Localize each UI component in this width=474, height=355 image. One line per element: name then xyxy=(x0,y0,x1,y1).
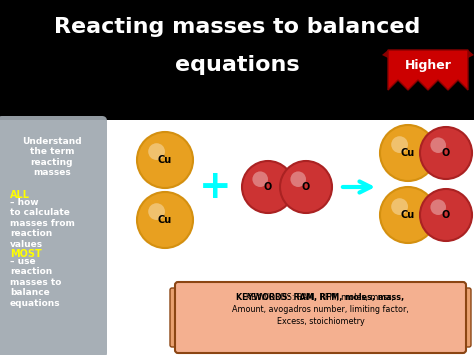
Text: O: O xyxy=(302,182,310,192)
FancyArrowPatch shape xyxy=(343,181,371,192)
Text: Higher: Higher xyxy=(405,60,451,72)
Polygon shape xyxy=(468,50,474,58)
Text: – how
to calculate
masses from
reaction
values: – how to calculate masses from reaction … xyxy=(10,198,75,248)
Polygon shape xyxy=(388,50,468,90)
Text: KEYWORDS: RAM, RFM, moles, mass,: KEYWORDS: RAM, RFM, moles, mass, xyxy=(237,293,405,302)
Text: KEYWORDS: RAM, RFM, moles, mass,
Amount, avogadros number, limiting factor,
Exce: KEYWORDS: RAM, RFM, moles, mass, Amount,… xyxy=(232,293,409,326)
Text: O: O xyxy=(264,182,272,192)
Text: Cu: Cu xyxy=(401,148,415,158)
Circle shape xyxy=(280,161,332,213)
Circle shape xyxy=(291,171,306,187)
Text: O: O xyxy=(442,148,450,158)
Circle shape xyxy=(137,192,193,248)
FancyBboxPatch shape xyxy=(457,288,471,347)
Text: equations: equations xyxy=(175,55,299,75)
Circle shape xyxy=(430,200,446,215)
Text: +: + xyxy=(199,168,231,206)
Circle shape xyxy=(420,189,472,241)
Text: Cu: Cu xyxy=(401,210,415,220)
Text: MOST: MOST xyxy=(10,249,42,259)
Text: Understand
the term
reacting
masses: Understand the term reacting masses xyxy=(22,137,82,177)
Text: O: O xyxy=(442,210,450,220)
Circle shape xyxy=(380,125,436,181)
Circle shape xyxy=(391,136,408,153)
Text: Cu: Cu xyxy=(158,155,172,165)
Circle shape xyxy=(252,171,268,187)
Circle shape xyxy=(391,198,408,215)
Circle shape xyxy=(420,127,472,179)
FancyBboxPatch shape xyxy=(0,0,474,125)
FancyBboxPatch shape xyxy=(0,116,107,355)
FancyBboxPatch shape xyxy=(170,288,184,347)
Circle shape xyxy=(148,143,165,160)
FancyBboxPatch shape xyxy=(0,120,474,355)
Circle shape xyxy=(242,161,294,213)
Circle shape xyxy=(148,203,165,220)
Circle shape xyxy=(380,187,436,243)
Text: – use
reaction
masses to
balance
equations: – use reaction masses to balance equatio… xyxy=(10,257,61,307)
Text: ALL: ALL xyxy=(10,190,30,200)
Circle shape xyxy=(137,132,193,188)
FancyBboxPatch shape xyxy=(175,282,466,353)
Circle shape xyxy=(430,137,446,153)
Polygon shape xyxy=(382,50,388,58)
Text: Cu: Cu xyxy=(158,215,172,225)
Text: Reacting masses to balanced: Reacting masses to balanced xyxy=(54,17,420,37)
